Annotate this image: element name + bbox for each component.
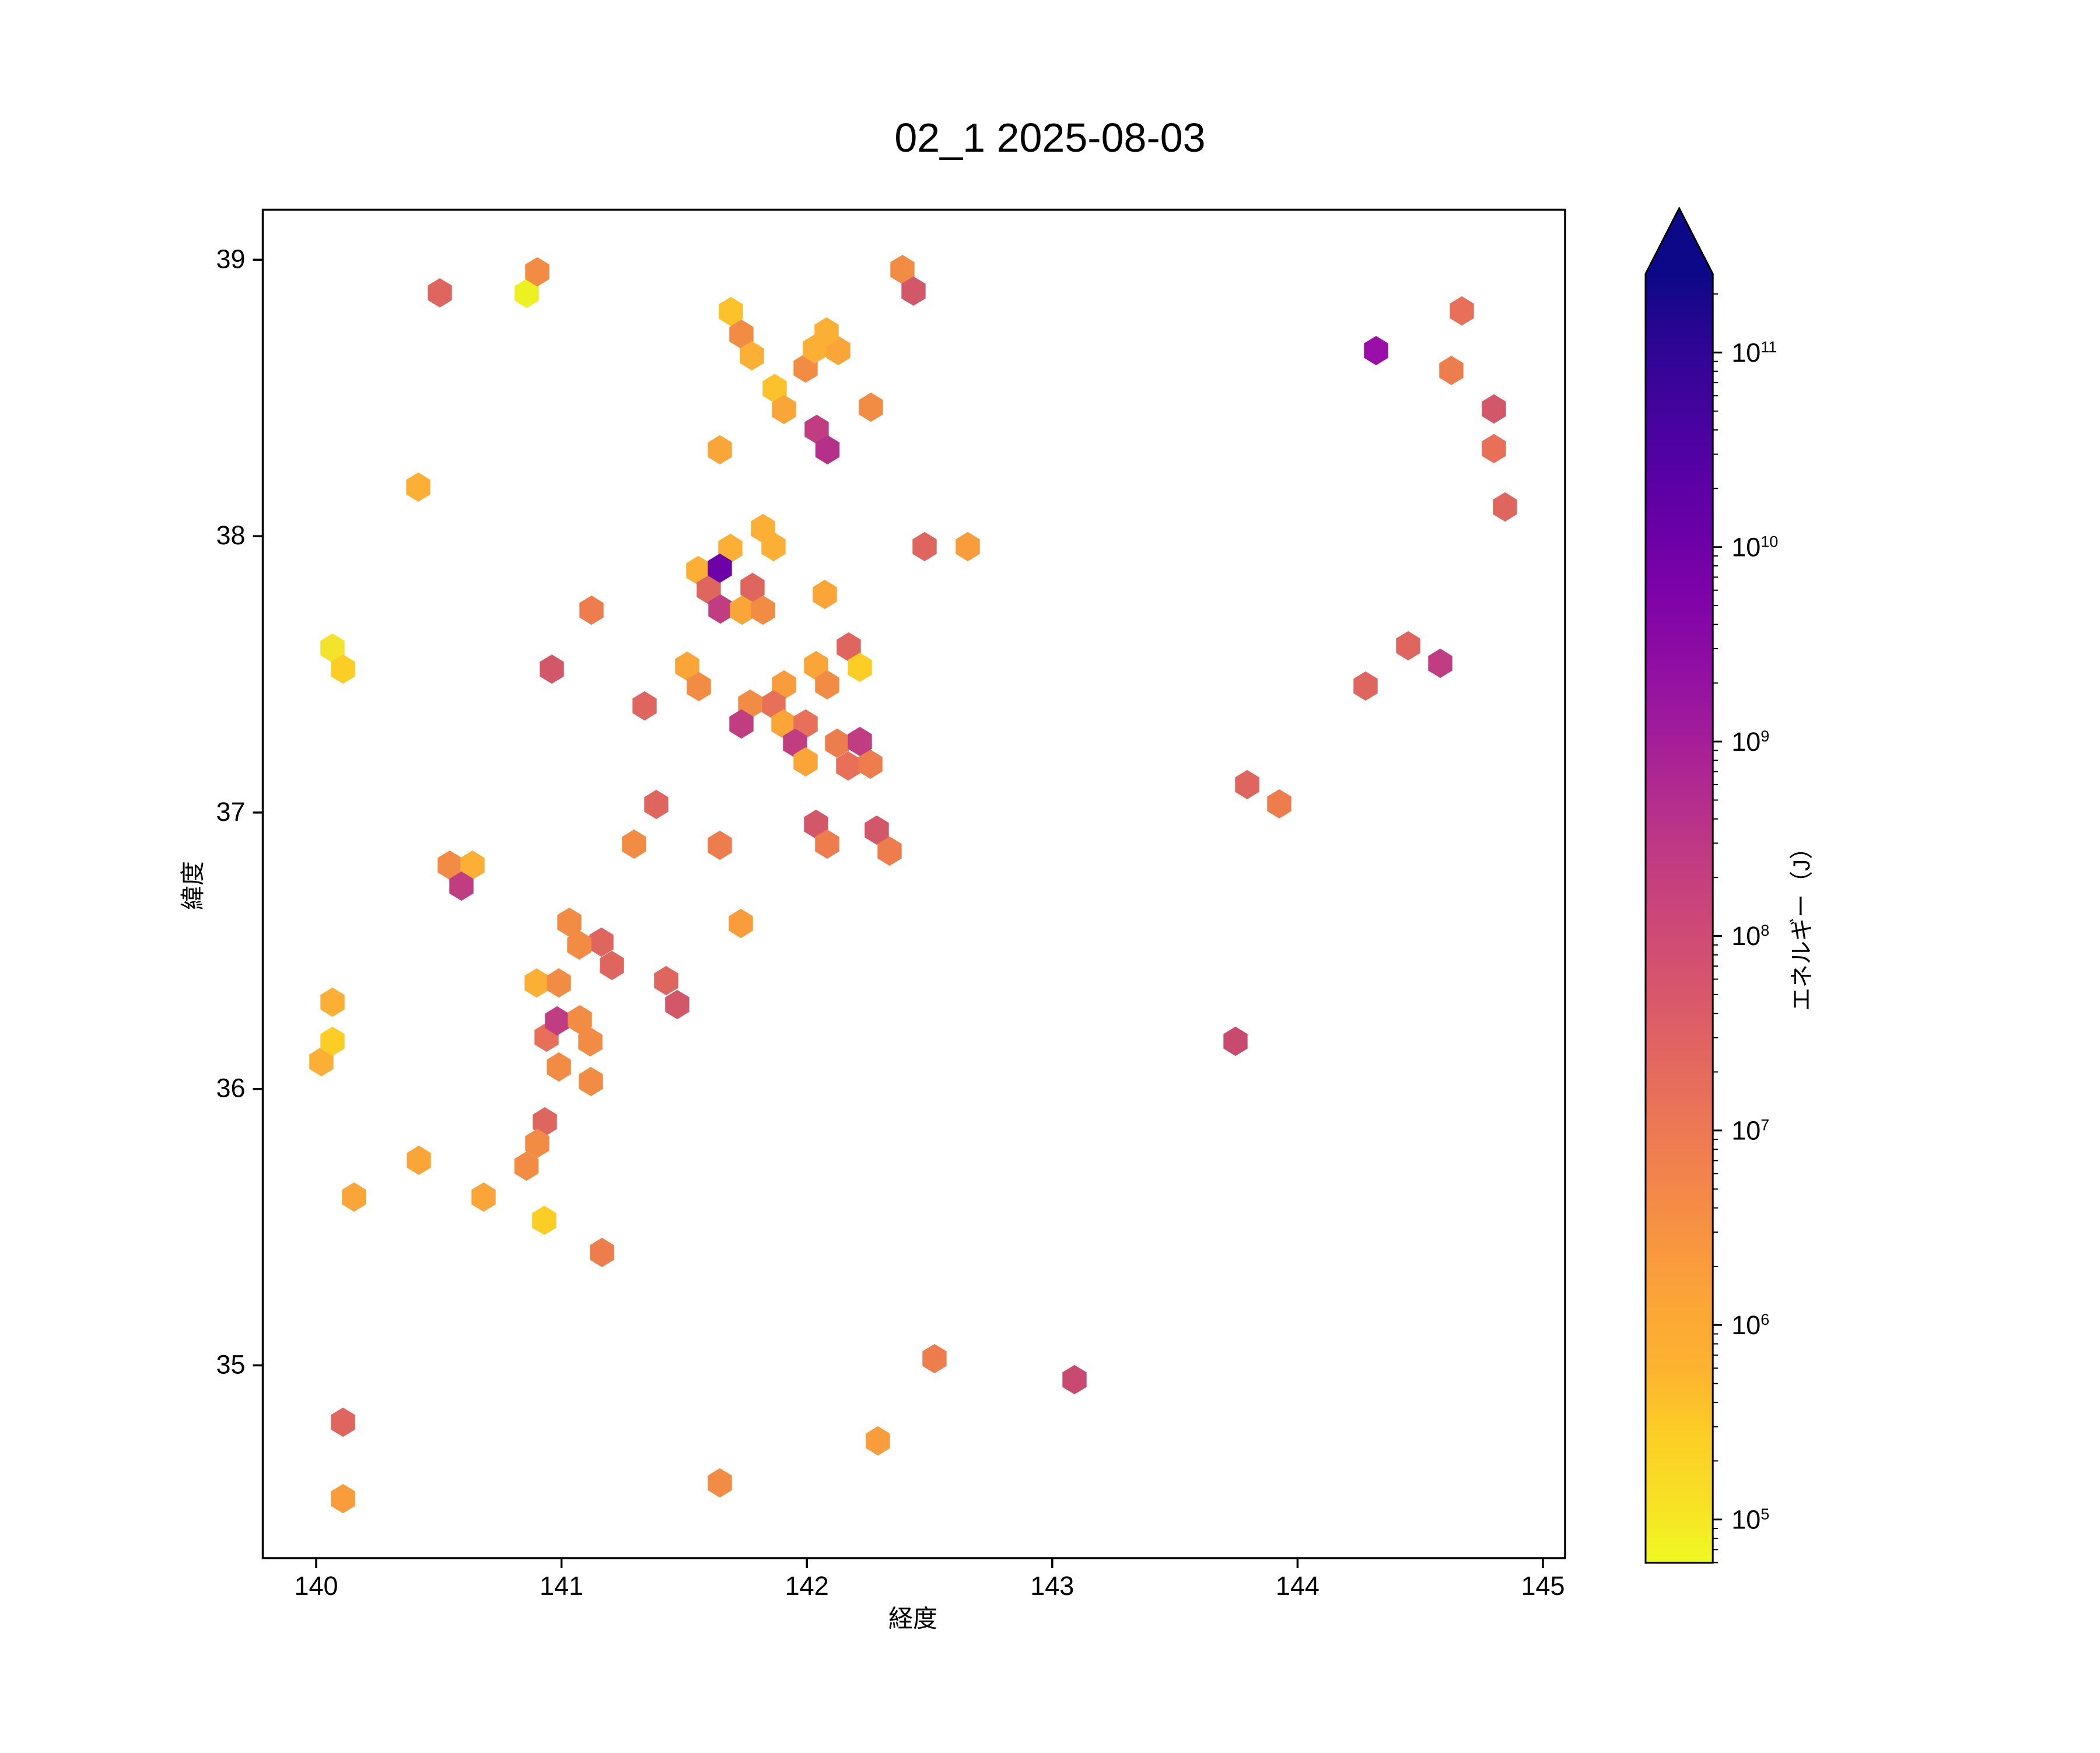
svg-text:36: 36	[216, 1073, 245, 1103]
svg-text:37: 37	[216, 797, 245, 827]
svg-text:142: 142	[785, 1571, 829, 1601]
svg-text:141: 141	[540, 1571, 583, 1601]
svg-text:緯度: 緯度	[179, 861, 206, 910]
svg-text:エネルギー（J）: エネルギー（J）	[1789, 836, 1815, 1011]
svg-text:140: 140	[294, 1571, 338, 1601]
svg-text:145: 145	[1521, 1571, 1564, 1601]
svg-text:02_1 2025-08-03: 02_1 2025-08-03	[894, 115, 1205, 160]
svg-text:39: 39	[216, 244, 245, 274]
svg-text:144: 144	[1276, 1571, 1320, 1601]
svg-text:35: 35	[216, 1350, 245, 1380]
svg-text:38: 38	[216, 520, 245, 550]
svg-text:143: 143	[1030, 1571, 1074, 1601]
svg-text:経度: 経度	[888, 1605, 937, 1632]
svg-text:105: 105	[1731, 1504, 1769, 1534]
